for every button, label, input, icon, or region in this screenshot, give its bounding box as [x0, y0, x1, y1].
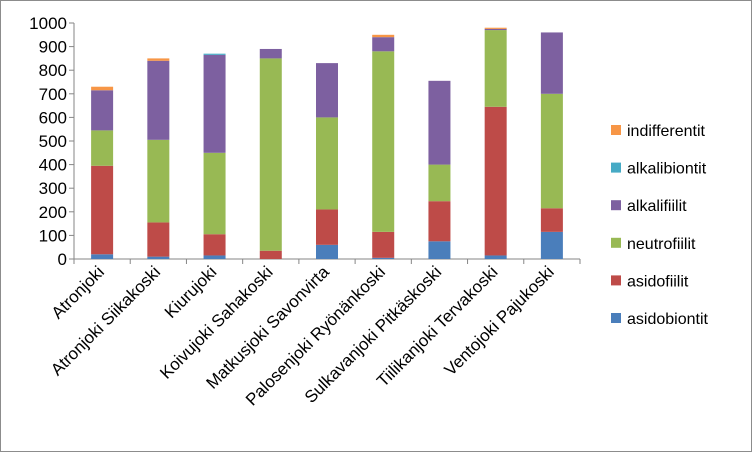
bar-segment-neutrofiilit — [203, 152, 226, 235]
bar-segment-asidofiilit — [316, 209, 338, 245]
bar-segment-asidofiilit — [372, 231, 395, 258]
legend-label-alkalifiilit: alkalifiilit — [627, 198, 687, 215]
bar-segment-alkalifiilit — [540, 32, 563, 94]
y-tick-label: 700 — [39, 85, 67, 104]
bar-segment-neutrofiilit — [259, 58, 282, 251]
y-tick-label: 500 — [39, 132, 67, 151]
bar-segment-asidobiontit — [147, 256, 170, 259]
bar-segment-neutrofiilit — [428, 164, 451, 202]
bar-segment-asidobiontit — [540, 231, 563, 259]
bar-segment-asidofiilit — [91, 165, 114, 255]
legend-label-indifferentit: indifferentit — [627, 123, 706, 140]
bar-segment-alkalifiilit — [316, 63, 338, 118]
y-tick-label: 600 — [39, 108, 67, 127]
legend-swatch-asidobiontit — [611, 313, 621, 323]
bar-segment-neutrofiilit — [484, 30, 507, 107]
legend-label-asidobiontit: asidobiontit — [627, 311, 709, 328]
legend-swatch-asidofiilit — [611, 275, 621, 286]
bar-segment-asidofiilit — [147, 222, 170, 257]
legend-label-asidofiilit: asidofiilit — [627, 273, 689, 290]
bar-segment-asidobiontit — [203, 255, 226, 259]
y-axis: 0 100 200 300 400 500 600 700 800 900 1000 — [29, 14, 75, 269]
y-tick-label: 300 — [39, 179, 67, 198]
bar-segment-alkalifiilit — [484, 28, 507, 31]
legend-swatch-alkalifiilit — [611, 200, 621, 211]
bar-segment-alkalifiilit — [259, 48, 282, 59]
y-tick-label: 200 — [39, 203, 67, 222]
bar-segment-alkalifiilit — [203, 54, 226, 153]
bar-segment-neutrofiilit — [316, 117, 338, 210]
bar-segment-alkalifiilit — [91, 90, 114, 131]
bar-segment-alkalifiilit — [147, 60, 170, 140]
bar-segment-asidobiontit — [484, 255, 507, 259]
bar-segment-asidobiontit — [316, 244, 338, 259]
y-tick-label: 400 — [39, 156, 67, 175]
bar-segment-asidofiilit — [203, 234, 226, 256]
bar-segment-asidobiontit — [372, 257, 395, 259]
bar-segment-asidofiilit — [259, 250, 282, 259]
bar-segment-neutrofiilit — [540, 93, 563, 209]
y-tick-label: 800 — [39, 61, 67, 80]
bar-segment-alkalibiontit — [203, 53, 226, 55]
y-tick-label: 900 — [39, 38, 67, 57]
bar-segment-indifferentit — [91, 86, 114, 91]
legend-swatch-neutrofiilit — [611, 237, 621, 248]
bar-segment-neutrofiilit — [372, 51, 395, 232]
legend: indifferentit alkalibiontit alkalifiilit ne… — [611, 123, 709, 328]
y-tick-label: 100 — [39, 226, 67, 245]
bar-segment-asidofiilit — [484, 106, 507, 256]
bar-segment-neutrofiilit — [91, 130, 114, 166]
legend-label-alkalibiontit: alkalibiontit — [627, 161, 707, 178]
bar-segment-neutrofiilit — [147, 139, 170, 223]
bar-segment-asidofiilit — [428, 201, 451, 242]
bars — [91, 27, 563, 259]
bar-segment-asidobiontit — [91, 254, 114, 259]
bar-segment-alkalifiilit — [428, 80, 451, 165]
bar-segment-indifferentit — [372, 34, 395, 38]
legend-swatch-indifferentit — [611, 125, 621, 135]
legend-label-neutrofiilit: neutrofiilit — [627, 236, 696, 253]
bar-segment-alkalifiilit — [372, 37, 395, 52]
legend-swatch-alkalibiontit — [611, 162, 621, 173]
bar-segment-indifferentit — [484, 27, 507, 29]
y-tick-label: 1000 — [29, 14, 67, 33]
bar-segment-asidobiontit — [428, 241, 451, 259]
bar-segment-asidofiilit — [540, 208, 563, 232]
y-tick-label: 0 — [58, 250, 67, 269]
bar-segment-indifferentit — [147, 58, 170, 61]
